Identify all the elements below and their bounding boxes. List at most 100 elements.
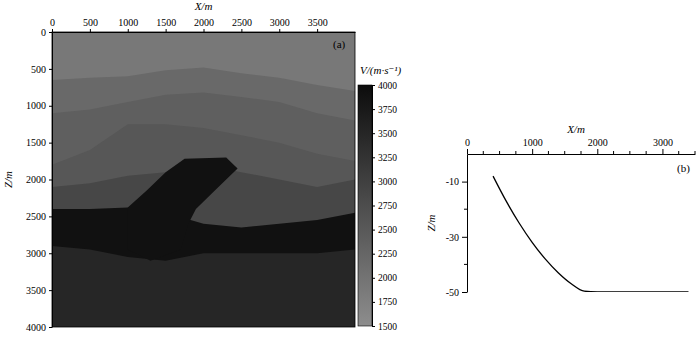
tick: 3500 [26,285,52,296]
background [0,0,700,337]
tick-label: 1500 [156,17,176,28]
tick-mark [279,29,280,32]
layer [52,67,355,327]
y-axis-title: Z/m [2,171,14,188]
body [128,157,238,260]
plot-frame [52,32,355,327]
x-axis: 0 1000 2000 3000 [465,137,696,155]
tick: 3500 [308,17,328,32]
minor-tick [695,151,696,154]
tick: 3250 [372,153,397,163]
panel-b: 0 1000 2000 3000 -10 -30 -50 X/m Z/m (b) [425,123,696,298]
axis-line [468,154,696,155]
x-axis-title: X/m [566,123,585,135]
tick: 1000 [26,100,52,111]
tick-label: 1000 [26,100,46,111]
tick-label: 1000 [118,17,138,28]
tick-label: 3500 [378,129,397,139]
layer [52,124,355,327]
tick: -30 [446,232,467,243]
layer [52,246,355,327]
tick-mark [128,29,129,32]
panel-label: (b) [677,162,690,175]
tick-mark [372,85,375,86]
plot-area [493,176,688,292]
tick-mark [49,290,52,291]
tick: 3500 [372,129,397,139]
tick: 2000 [372,273,397,283]
tick: 3000 [653,137,673,154]
minor-tick [499,151,500,154]
tick: 500 [31,64,52,75]
tick: 1500 [372,322,397,332]
tick-mark [317,29,318,32]
figure: 0 500 1000 1500 2000 2500 3000 3500 0 500 1000 1500… [0,0,700,337]
tick-mark [467,149,468,154]
tick-label: 500 [83,17,98,28]
tick-label: -50 [446,287,459,298]
tick-label: 3000 [26,248,46,259]
tick: 1500 [26,137,52,148]
tick-mark [241,29,242,32]
tick-label: 2000 [378,273,397,283]
tick: 4000 [26,322,52,333]
layer [52,208,355,327]
tick-label: 2500 [378,225,397,235]
tick-label: 3500 [308,17,328,28]
minor-tick [613,151,614,154]
tick-label: 3000 [270,17,290,28]
tick-mark [372,302,375,303]
tick: 0 [50,17,55,32]
tick-mark [462,237,467,238]
axis-line [467,155,468,293]
tick: 2750 [372,201,397,211]
tick: 4000 [372,81,397,91]
tick-mark [372,181,375,182]
tick-label: 1500 [26,137,46,148]
tick: 0 [41,27,52,38]
tick-mark [372,157,375,158]
tick-label: 2500 [232,17,252,28]
plot-area [52,32,355,327]
tick-label: -10 [446,176,459,187]
tick-mark [372,206,375,207]
tick-label: 2750 [378,201,397,211]
tick-label: 2250 [378,249,397,259]
minor-tick [515,151,516,154]
minor-tick [464,264,467,265]
minor-tick [678,151,679,154]
line [493,176,688,292]
x-axis: 0 500 1000 1500 2000 2500 3000 3500 [50,17,356,33]
tick-label: 2000 [26,174,46,185]
tick-label: 500 [31,64,46,75]
tick-mark [90,29,91,32]
tick: 1000 [118,17,138,32]
tick: 0 [465,137,470,154]
minor-tick [646,151,647,154]
minor-tick [548,151,549,154]
tick: -50 [446,287,467,298]
tick-mark [204,29,205,32]
tick: 3750 [372,105,397,115]
minor-tick [483,151,484,154]
tick-label: 1750 [378,297,397,307]
tick: 2000 [588,137,608,154]
tick-mark [49,69,52,70]
panel-a: 0 500 1000 1500 2000 2500 3000 3500 0 500 1000 1500… [2,0,402,333]
y-axis: -10 -30 -50 [446,155,468,298]
tick-label: 3500 [26,285,46,296]
tick-label: 3000 [378,177,397,187]
tick-mark [462,292,467,293]
tick: 3000 [270,17,290,32]
tick-mark [166,29,167,32]
tick-label: 2000 [194,17,214,28]
tick-mark [462,182,467,183]
tick-mark [49,143,52,144]
tick-label: 1000 [523,137,543,148]
tick-mark [49,216,52,217]
tick-label: 0 [50,17,55,28]
tick: 3000 [26,248,52,259]
tick: 1000 [523,137,543,154]
y-axis-title: Z/m [425,214,437,231]
tick: 1750 [372,297,397,307]
